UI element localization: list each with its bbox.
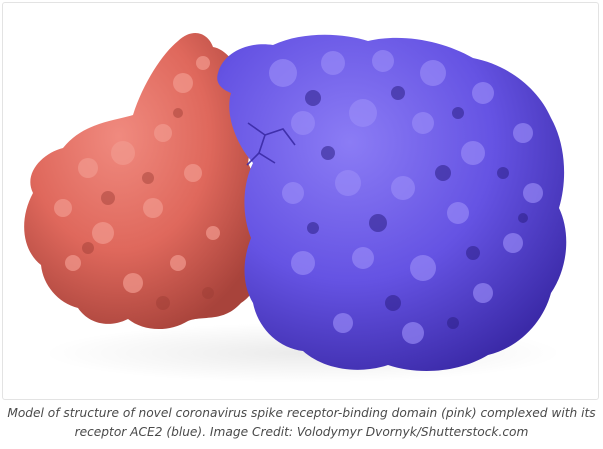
figure-caption: Model of structure of novel coronavirus … <box>7 406 596 439</box>
figure-frame <box>2 2 599 400</box>
spike-rbd-pink <box>24 33 261 330</box>
protein-structure-illustration <box>24 33 567 383</box>
ace2-receptor-blue <box>217 34 567 371</box>
